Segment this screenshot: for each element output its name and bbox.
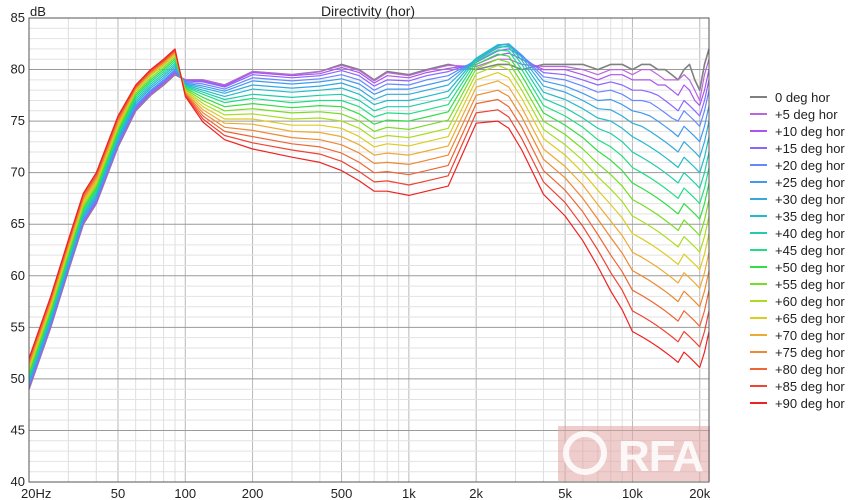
x-tick-label: 500 (331, 486, 353, 500)
x-tick-label: 50 (111, 486, 125, 500)
series-line-10 (28, 53, 710, 374)
legend-entry: +10 deg hor (775, 124, 845, 139)
series-lines (28, 43, 710, 390)
series-line-9 (28, 49, 710, 376)
legend-entry: +90 deg hor (775, 396, 845, 411)
y-axis-label: dB (30, 4, 46, 19)
series-line-5 (28, 43, 710, 385)
y-tick-label: 70 (11, 165, 25, 180)
series-line-11 (28, 56, 710, 372)
plot-frame (28, 17, 710, 483)
legend-entry: +40 deg hor (775, 226, 845, 241)
x-tick-label: 10k (622, 486, 643, 500)
series-line-15 (28, 51, 710, 364)
legend-entry: +35 deg hor (775, 209, 845, 224)
y-tick-label: 80 (11, 62, 25, 77)
legend-entry: +75 deg hor (775, 345, 845, 360)
series-line-14 (28, 52, 710, 366)
legend-entry: +50 deg hor (775, 260, 845, 275)
rfa-watermark: RFA (558, 426, 710, 481)
series-line-17 (28, 49, 710, 360)
y-tick-label: 85 (11, 10, 25, 25)
x-tick-label: 100 (174, 486, 196, 500)
y-tick-label: 65 (11, 216, 25, 231)
y-tick-label: 45 (11, 422, 25, 437)
x-tick-labels: 20Hz 50 100 200 500 1k 2k 5k 10k 20k (21, 486, 711, 500)
series-line-13 (28, 53, 710, 368)
x-tick-label: 20Hz (21, 486, 51, 500)
y-tick-label: 60 (11, 268, 25, 283)
x-tick-label: 2k (469, 486, 483, 500)
x-tick-label: 1k (402, 486, 416, 500)
series-line-12 (28, 54, 710, 370)
legend-entry: 0 deg hor (775, 90, 831, 105)
legend-entry: +55 deg hor (775, 277, 845, 292)
series-line-6 (28, 43, 710, 383)
y-tick-label: 75 (11, 113, 25, 128)
series-line-7 (28, 44, 710, 381)
x-tick-label: 5k (558, 486, 572, 500)
legend-entry: +65 deg hor (775, 311, 845, 326)
series-line-18 (28, 48, 710, 369)
legend-entry: +20 deg hor (775, 158, 845, 173)
series-line-16 (28, 50, 710, 362)
y-tick-labels: 40 45 50 55 60 65 70 75 80 85 (11, 10, 25, 489)
x-tick-label: 20k (689, 486, 710, 500)
series-line-8 (28, 46, 710, 379)
series-line-3 (28, 48, 710, 387)
y-tick-label: 40 (11, 474, 25, 489)
y-tick-label: 50 (11, 371, 25, 386)
watermark-logo-icon (563, 431, 607, 475)
legend-entry: +25 deg hor (775, 175, 845, 190)
y-tick-label: 55 (11, 319, 25, 334)
legend: 0 deg hor +5 deg hor +10 deg hor +15 deg ho… (750, 90, 845, 411)
legend-entry: +5 deg hor (775, 107, 838, 122)
series-line-4 (28, 45, 710, 386)
legend-entry: +85 deg hor (775, 379, 845, 394)
legend-entry: +15 deg hor (775, 141, 845, 156)
legend-entry: +30 deg hor (775, 192, 845, 207)
legend-entry: +45 deg hor (775, 243, 845, 258)
legend-entry: +70 deg hor (775, 328, 845, 343)
watermark-text: RFA (618, 432, 703, 481)
plot-border (28, 17, 710, 483)
legend-entry: +80 deg hor (775, 362, 845, 377)
chart-title: Directivity (hor) (321, 3, 415, 19)
x-tick-label: 200 (242, 486, 264, 500)
legend-entry: +60 deg hor (775, 294, 845, 309)
